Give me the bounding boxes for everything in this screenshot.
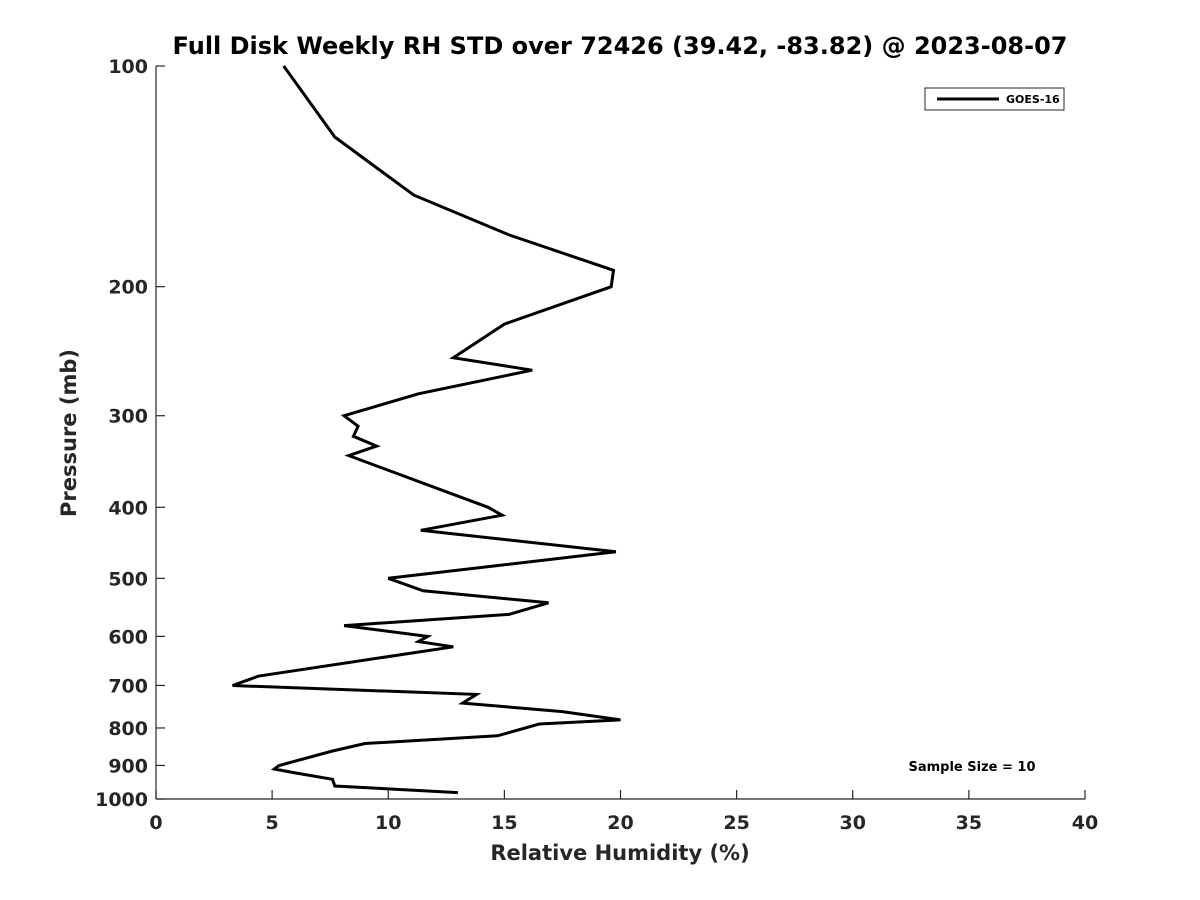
y-tick-label: 900 [108, 755, 148, 777]
x-tick-label: 20 [607, 812, 633, 834]
sample-size-annotation: Sample Size = 10 [908, 760, 1035, 775]
y-tick-label: 100 [108, 56, 148, 78]
y-tick-label: 1000 [95, 789, 148, 811]
x-axis-label: Relative Humidity (%) [490, 841, 749, 865]
x-tick-label: 40 [1072, 812, 1098, 834]
series-layer [232, 65, 621, 795]
y-tick-label: 700 [108, 675, 148, 697]
x-tick-label: 25 [723, 812, 749, 834]
y-axis-label: Pressure (mb) [57, 349, 81, 517]
series-line-goes-16 [232, 65, 621, 795]
x-tick-label: 0 [149, 812, 162, 834]
x-tick-label: 5 [266, 812, 279, 834]
legend-label: GOES-16 [1006, 93, 1060, 106]
x-tick-label: 15 [491, 812, 517, 834]
y-tick-label: 800 [108, 718, 148, 740]
y-tick-label: 500 [108, 568, 148, 590]
chart-title: Full Disk Weekly RH STD over 72426 (39.4… [173, 32, 1068, 60]
axes-layer: 0 5 10 15 20 25 30 35 40 100 200 300 400 500 600 700 800… [95, 56, 1098, 834]
x-tick-label: 30 [840, 812, 866, 834]
x-tick-label: 10 [375, 812, 401, 834]
y-tick-label: 200 [108, 277, 148, 299]
y-tick-label: 300 [108, 406, 148, 428]
x-tick-label: 35 [956, 812, 982, 834]
y-tick-label: 600 [108, 626, 148, 648]
legend: GOES-16 [924, 87, 1065, 111]
y-tick-label: 400 [108, 497, 148, 519]
